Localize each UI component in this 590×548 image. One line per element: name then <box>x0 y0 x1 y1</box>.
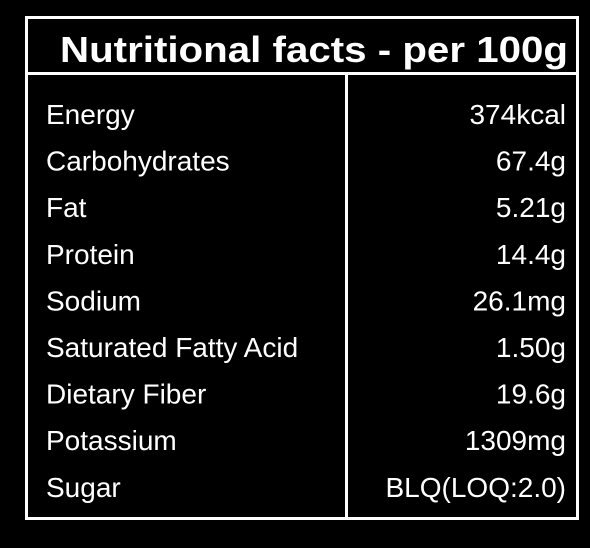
table-title: Nutritional facts - per 100g <box>60 29 568 70</box>
nutrient-value: 26.1mg <box>473 285 566 316</box>
nutrient-name: Carbohydrates <box>46 146 230 177</box>
nutrient-name: Protein <box>46 239 135 270</box>
nutrient-name: Energy <box>46 99 135 130</box>
nutrient-value: 1.50g <box>496 332 566 363</box>
nutrient-value: 14.4g <box>496 239 566 270</box>
table-border <box>25 16 579 520</box>
nutrient-name: Sodium <box>46 285 141 316</box>
nutrient-value: 374kcal <box>469 99 566 130</box>
nutrient-value: 67.4g <box>496 146 566 177</box>
nutrient-name: Fat <box>46 192 87 223</box>
nutrient-value: 5.21g <box>496 192 566 223</box>
nutrient-name: Saturated Fatty Acid <box>46 332 298 363</box>
nutrient-value: 19.6g <box>496 379 566 410</box>
nutrient-value: BLQ(LOQ:2.0) <box>385 472 566 503</box>
nutrient-name: Dietary Fiber <box>46 379 206 410</box>
nutrient-name: Potassium <box>46 425 177 456</box>
nutrient-value: 1309mg <box>465 425 566 456</box>
nutrient-name: Sugar <box>46 472 121 503</box>
